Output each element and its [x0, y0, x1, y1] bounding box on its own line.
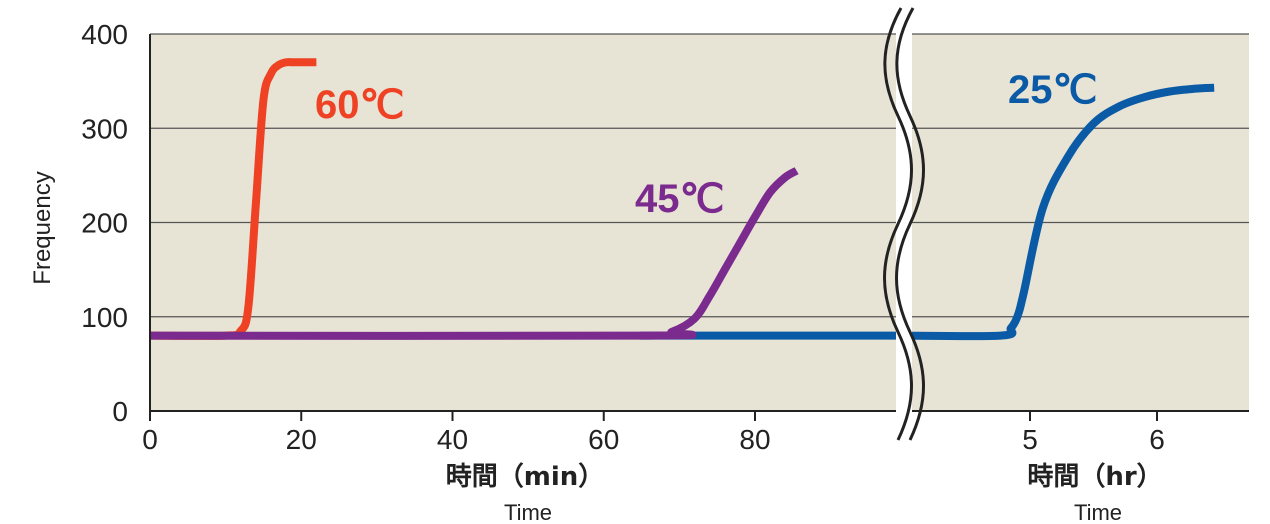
x-min-tick-label: 20: [286, 424, 317, 455]
series-line-1: [149, 167, 799, 340]
y-tick-label: 300: [81, 113, 128, 144]
x-axis-sublabel-min: Time: [504, 500, 552, 524]
series-line-2: [639, 83, 1215, 341]
x-min-tick-label: 80: [739, 424, 770, 455]
y-tick-label: 400: [81, 19, 128, 50]
x-min-tick-label: 60: [588, 424, 619, 455]
y-tick-label: 100: [81, 302, 128, 333]
series-label-2: 25℃: [1008, 68, 1097, 112]
axis-break: [883, 7, 925, 441]
series-label-0: 60℃: [315, 83, 404, 127]
axes: 0 100 200 300 400 0 20 40 60 80 5 6: [81, 19, 1249, 455]
labels: Frequency 時間（min） Time 時間（hr） Time: [29, 171, 1163, 524]
x-min-tick-label: 0: [142, 424, 158, 455]
x-axis-label-min: 時間（min）: [446, 462, 605, 492]
series-lines: 60℃ 45℃ 25℃: [149, 58, 1215, 341]
y-tick-label: 0: [112, 396, 128, 427]
break-line-left: [883, 7, 913, 441]
gridlines: [150, 33, 1249, 318]
x-axis-sublabel-hr: Time: [1074, 500, 1122, 524]
break-gap: [896, 8, 912, 440]
x-hr-tick-label: 5: [1022, 424, 1038, 455]
x-hr-tick-label: 6: [1149, 424, 1165, 455]
x-min-tick-label: 40: [437, 424, 468, 455]
y-axis-label: Frequency: [29, 171, 56, 284]
x-axis-label-hr: 時間（hr）: [1027, 462, 1162, 492]
series-label-1: 45℃: [635, 177, 724, 221]
break-line-right: [895, 7, 925, 441]
y-tick-label: 200: [81, 208, 128, 239]
